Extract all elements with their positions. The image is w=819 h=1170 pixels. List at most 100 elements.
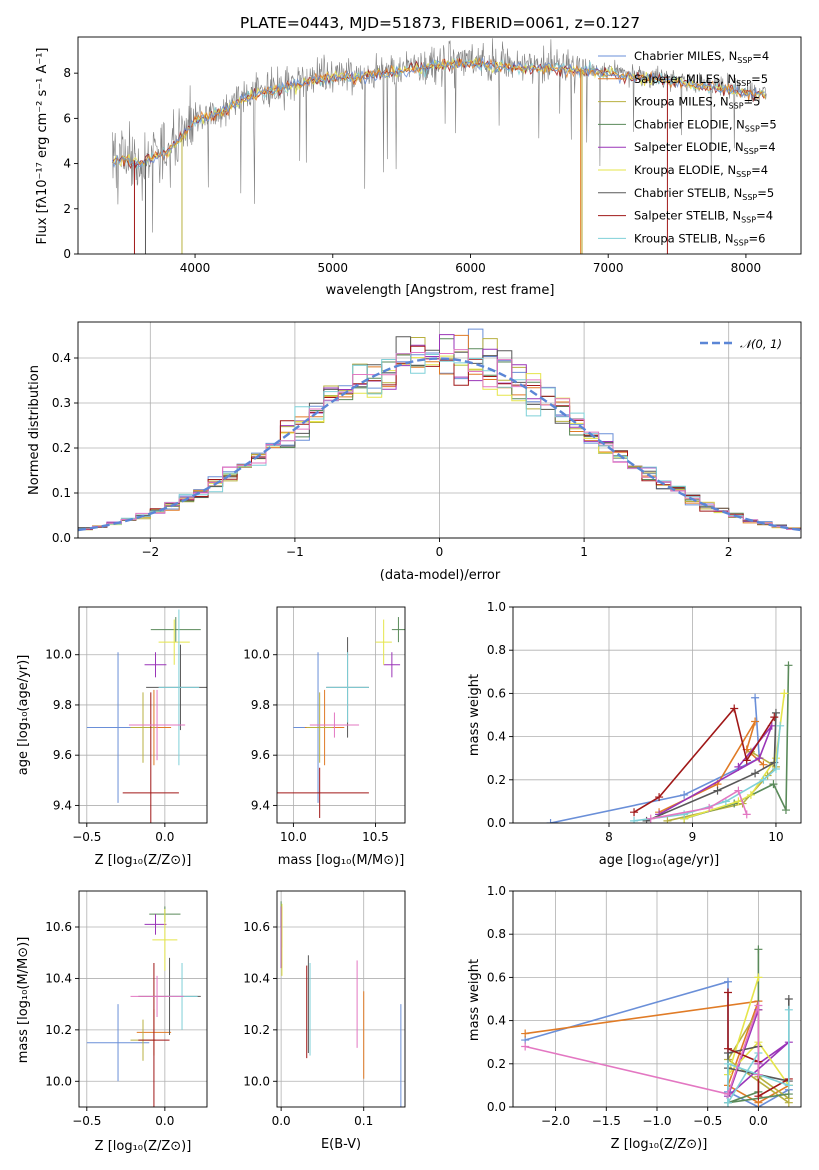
- mass-weight-marker: [784, 1090, 793, 1099]
- mass-weight-marker: [646, 814, 655, 823]
- mass-weight-marker: [723, 988, 732, 997]
- normal-curve: [78, 357, 801, 532]
- x-tick-label: 6000: [455, 261, 486, 275]
- y-tick-label: 0.4: [487, 1014, 506, 1028]
- residual-histogram: [78, 349, 801, 532]
- mass-weight-marker: [723, 1044, 732, 1053]
- mass-weight-marker: [754, 1070, 763, 1079]
- legend-count: =5: [744, 95, 761, 109]
- y-tick-label: 0.6: [487, 686, 506, 700]
- legend-label: Salpeter MILES, NSSP=5: [634, 72, 768, 88]
- mass-weight-marker: [776, 721, 785, 730]
- legend-count: =5: [757, 186, 774, 200]
- mass-weight-marker: [663, 816, 672, 823]
- age-mass-xlabel: mass [log₁₀(M/M⊙)]: [278, 853, 405, 868]
- mass-weight-marker: [742, 756, 751, 765]
- x-tick-label: 8000: [731, 261, 762, 275]
- y-tick-label: 9.8: [53, 698, 72, 712]
- legend-label: Chabrier MILES, NSSP=4: [634, 49, 769, 65]
- y-tick-label: 10.4: [243, 971, 270, 985]
- figure-title: PLATE=0443, MJD=51873, FIBERID=0061, z=0…: [240, 14, 640, 32]
- massweight-vs-age-panel: 8 9 10 0.0 0.2 0.4 0.6 0.8 1.0: [487, 600, 802, 844]
- mass-weight-marker: [754, 973, 763, 982]
- plot-area: [521, 945, 793, 1107]
- legend-label: Chabrier ELODIE, NSSP=5: [634, 117, 777, 133]
- mass-z-ylabel: mass [log₁₀(M/M⊙)]: [16, 937, 31, 1064]
- axes-frame: [78, 606, 208, 824]
- mw-z-ylabel: mass weight: [467, 959, 482, 1041]
- y-tick-label: 8: [63, 66, 71, 80]
- mass-weight-marker: [723, 1059, 732, 1068]
- mass-weight-marker: [754, 1001, 763, 1010]
- legend-count: =4: [751, 163, 768, 177]
- mass-ebv-xlabel: E(B-V): [321, 1137, 361, 1152]
- y-tick-label: 2: [63, 202, 71, 216]
- legend-subscript: SSP: [734, 238, 749, 247]
- y-tick-label: 0.1: [52, 486, 71, 500]
- mw-age-ylabel: mass weight: [467, 674, 482, 756]
- mass-weight-marker: [521, 1029, 530, 1038]
- mass-weight-marker: [546, 819, 555, 823]
- age-z-ylabel: age [log₁₀(age/yr)]: [16, 655, 31, 776]
- x-tick-label: −0.5: [72, 830, 101, 844]
- mass-weight-marker: [734, 797, 743, 806]
- legend-subscript: SSP: [744, 147, 759, 156]
- mass-weight-marker: [642, 816, 651, 823]
- mass-weight-marker: [723, 1098, 732, 1107]
- y-tick-label: 9.6: [251, 748, 270, 762]
- legend-label: Kroupa STELIB, NSSP=6: [634, 231, 765, 247]
- legend-subscript: SSP: [737, 56, 752, 65]
- plot-area: [111, 38, 767, 254]
- legend-count: =4: [759, 140, 776, 154]
- mass-weight-marker: [784, 661, 793, 670]
- y-tick-label: 0: [63, 247, 71, 261]
- x-tick-label: 0.0: [272, 1114, 291, 1128]
- legend-count: =4: [756, 209, 773, 223]
- y-tick-label: 10.0: [243, 648, 270, 662]
- mass-weight-marker: [630, 808, 639, 817]
- plot-area: [86, 609, 207, 823]
- mass-weight-marker: [780, 689, 789, 698]
- y-tick-label: 0.4: [52, 351, 71, 365]
- mass-weight-marker: [655, 793, 664, 802]
- y-tick-label: 9.8: [251, 698, 270, 712]
- y-tick-label: 9.6: [53, 748, 72, 762]
- y-tick-label: 4: [63, 157, 71, 171]
- spectrum-ylabel: Flux [fλ10⁻¹⁷ erg cm⁻² s⁻¹ A⁻¹]: [35, 48, 50, 245]
- y-tick-label: 0.8: [487, 927, 506, 941]
- mass-weight-marker: [781, 806, 790, 815]
- y-tick-label: 0.4: [487, 730, 506, 744]
- x-tick-label: 9: [689, 830, 697, 844]
- mass-vs-ebv-panel: 0.0 0.1 10.0 10.2 10.4 10.6: [243, 890, 406, 1128]
- y-tick-label: 0.8: [487, 643, 506, 657]
- axes-frame: [78, 890, 208, 1108]
- y-tick-label: 10.2: [243, 1023, 270, 1037]
- y-tick-label: 0.6: [487, 970, 506, 984]
- massweight-vs-metallicity-panel: −2.0 −1.5 −1.0 −0.5 0.0 0.0 0.2 0.4 0.6 0.8 1.0: [487, 884, 802, 1128]
- y-tick-label: 10.6: [243, 920, 270, 934]
- legend-label: Salpeter STELIB, NSSP=4: [634, 209, 773, 225]
- mass-weight-marker: [723, 1090, 732, 1099]
- x-tick-label: −1.0: [642, 1114, 671, 1128]
- x-tick-label: 1: [580, 545, 588, 559]
- x-tick-label: 0.0: [155, 830, 174, 844]
- x-tick-label: 0: [436, 545, 444, 559]
- y-tick-label: 6: [63, 111, 71, 125]
- x-tick-label: 4000: [180, 261, 211, 275]
- x-tick-label: 10.0: [280, 830, 307, 844]
- x-tick-label: 8: [605, 830, 613, 844]
- axes-frame: [276, 890, 406, 1108]
- spectrum-xlabel: wavelength [Angstrom, rest frame]: [326, 283, 555, 298]
- mass-weight-marker: [759, 775, 768, 784]
- mass-vs-metallicity-panel: −0.5 0.0 10.0 10.2 10.4 10.6: [45, 890, 208, 1128]
- x-tick-label: 7000: [593, 261, 624, 275]
- mw-z-xlabel: Z [log₁₀(Z/Z⊙)]: [611, 1137, 708, 1152]
- mass-weight-line: [727, 977, 790, 1086]
- mass-weight-line: [525, 1005, 760, 1095]
- x-tick-label: −2: [141, 545, 159, 559]
- mass-weight-marker: [751, 693, 760, 702]
- y-tick-label: 0.0: [487, 816, 506, 830]
- mass-weight-line: [633, 725, 781, 822]
- legend-subscript: SSP: [742, 193, 757, 202]
- mass-weight-marker: [771, 754, 780, 763]
